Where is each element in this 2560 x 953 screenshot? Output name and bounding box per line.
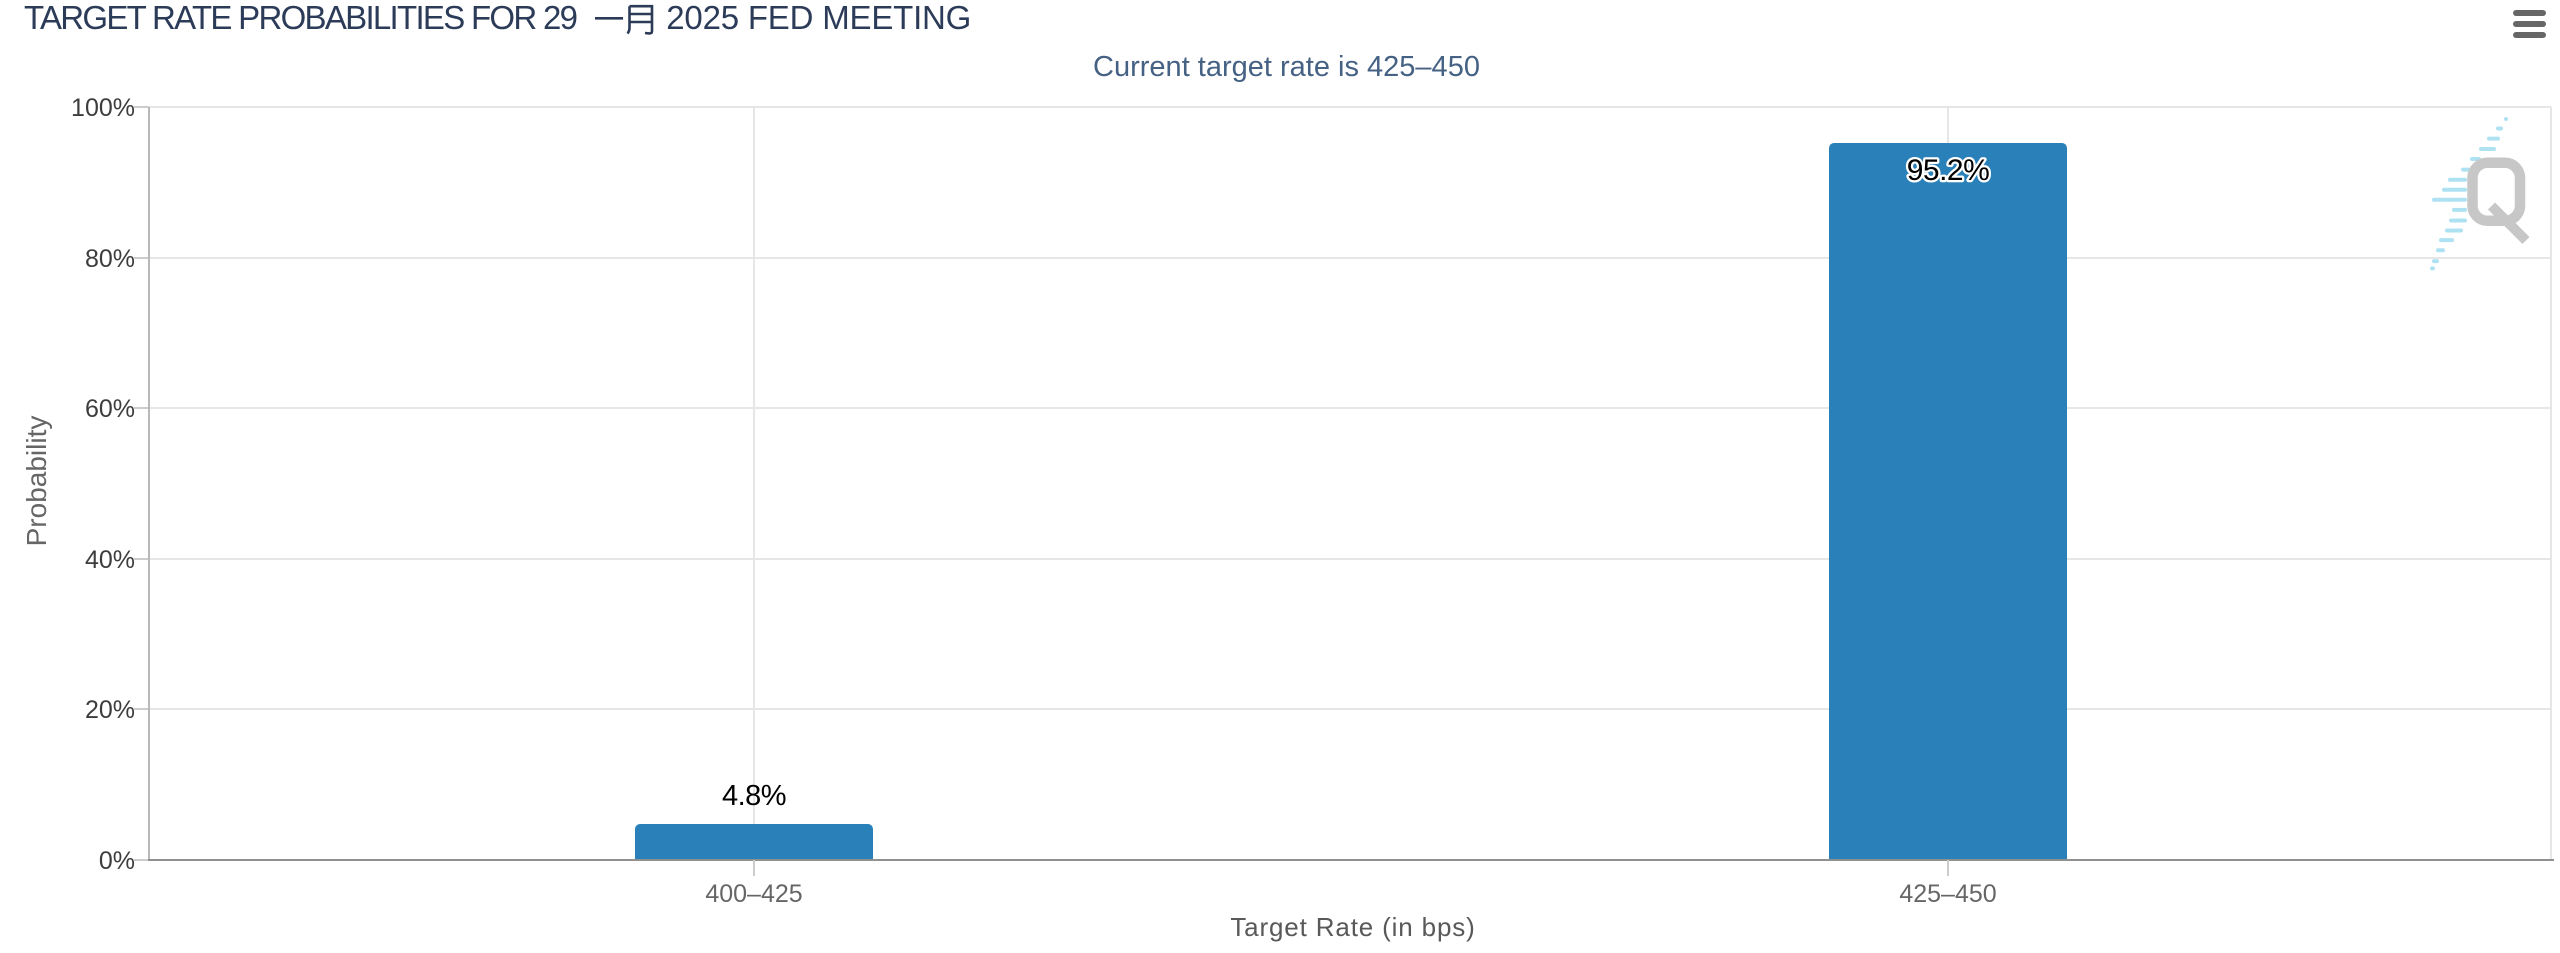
svg-text:95.2%: 95.2% — [1907, 154, 1990, 187]
